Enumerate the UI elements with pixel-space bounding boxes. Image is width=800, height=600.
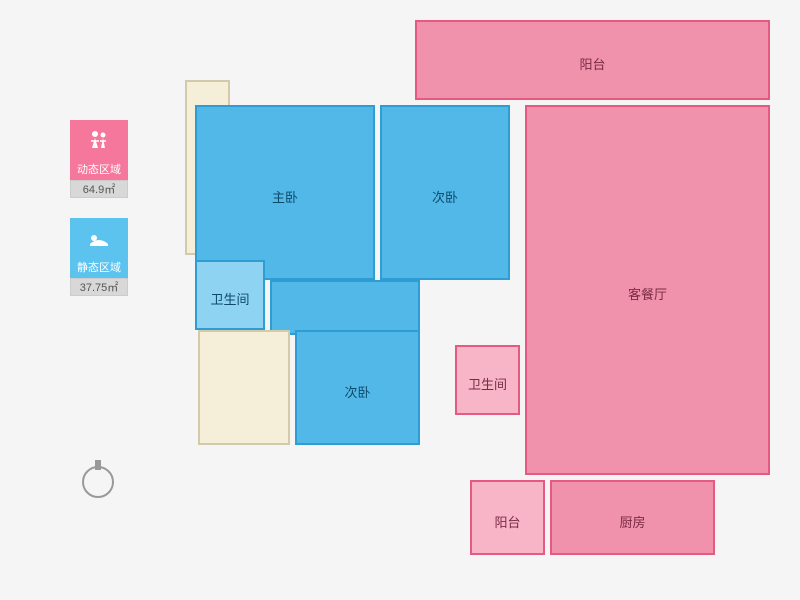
label-second-bed1: 次卧 bbox=[382, 187, 508, 206]
label-bath2: 卫生间 bbox=[457, 374, 518, 393]
label-second-bed2: 次卧 bbox=[297, 382, 418, 401]
label-balcony-top: 阳台 bbox=[417, 54, 768, 73]
label-bath1: 卫生间 bbox=[197, 289, 263, 308]
legend-dynamic-label: 动态区域 bbox=[70, 160, 128, 180]
room-living: 客餐厅 bbox=[525, 105, 770, 475]
room-cream-left bbox=[198, 330, 290, 445]
legend-static: 静态区域 37.75㎡ bbox=[70, 218, 128, 296]
people-icon bbox=[70, 120, 128, 160]
legend-dynamic-value: 64.9㎡ bbox=[70, 180, 128, 198]
legend: 动态区域 64.9㎡ 静态区域 37.75㎡ bbox=[70, 120, 128, 316]
room-balcony-top: 阳台 bbox=[415, 20, 770, 100]
label-master-bed: 主卧 bbox=[197, 187, 373, 206]
legend-static-value: 37.75㎡ bbox=[70, 278, 128, 296]
label-living: 客餐厅 bbox=[527, 284, 768, 303]
label-balcony-bot: 阳台 bbox=[472, 512, 543, 531]
room-bath2: 卫生间 bbox=[455, 345, 520, 415]
compass-icon bbox=[78, 460, 118, 500]
room-balcony-bot: 阳台 bbox=[470, 480, 545, 555]
room-master-bed: 主卧 bbox=[195, 105, 375, 280]
room-second-bed2: 次卧 bbox=[295, 330, 420, 445]
legend-static-label: 静态区域 bbox=[70, 258, 128, 278]
floorplan: 阳台 客餐厅 主卧 次卧 卫生间 次卧 卫生间 阳台 厨房 bbox=[195, 20, 775, 580]
room-bath1: 卫生间 bbox=[195, 260, 265, 330]
legend-dynamic: 动态区域 64.9㎡ bbox=[70, 120, 128, 198]
room-corridor bbox=[270, 280, 420, 335]
room-kitchen: 厨房 bbox=[550, 480, 715, 555]
sleep-icon bbox=[70, 218, 128, 258]
room-second-bed1: 次卧 bbox=[380, 105, 510, 280]
label-kitchen: 厨房 bbox=[552, 512, 713, 531]
